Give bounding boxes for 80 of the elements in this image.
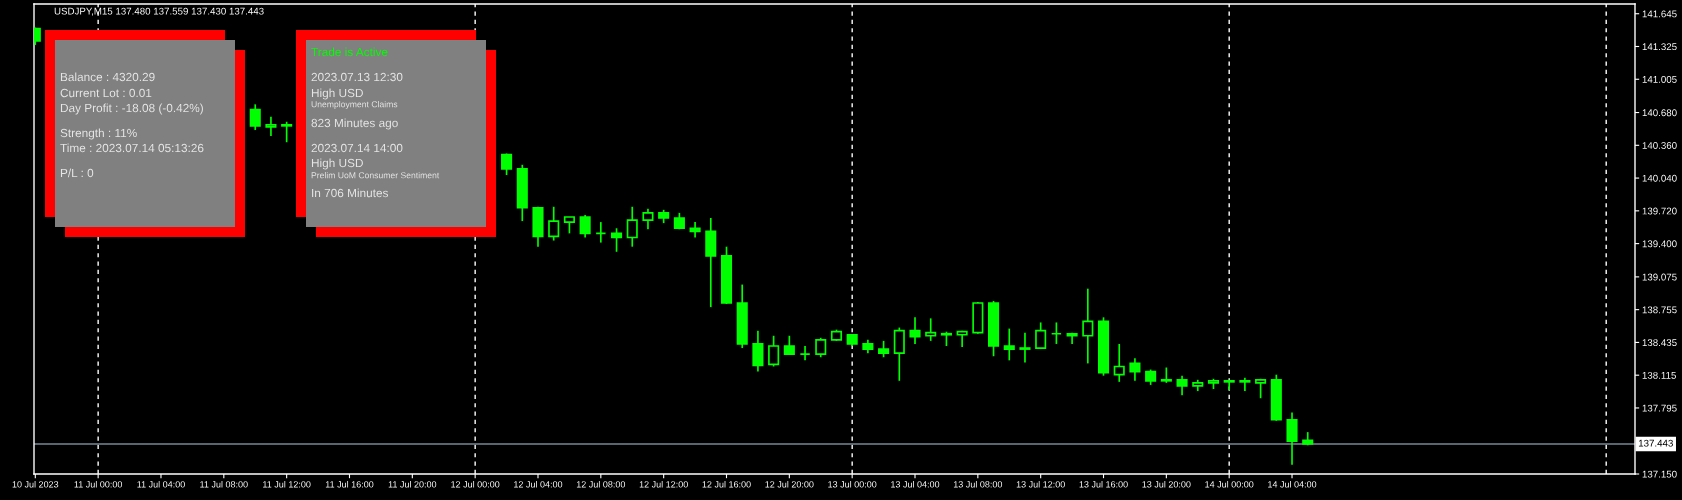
annotation: Day Profit : -18.08 (-0.42%) [60,103,203,115]
y-tick-label: 141.325 [1642,43,1677,51]
y-tick-label: 137.150 [1642,470,1677,478]
candlestick [1113,343,1125,383]
y-tick-label: 137.795 [1642,404,1677,412]
candlestick [249,103,261,131]
candlestick [783,334,795,356]
candlestick [799,345,811,362]
y-tick-label: 140.680 [1642,109,1677,117]
x-tick-label: 13 Jul 04:00 [891,480,940,488]
x-tick-label: 11 Jul 20:00 [388,480,437,488]
candlestick [752,329,764,373]
candlestick [265,115,277,137]
candlestick [1082,287,1094,365]
annotation: Trade is Active [311,47,388,57]
candlestick [548,205,560,242]
annotation: High USD [311,88,363,100]
x-tick-label: 11 Jul 00:00 [74,480,123,488]
y-tick-label: 139.075 [1642,273,1677,281]
x-tick-label: 13 Jul 12:00 [1016,480,1065,488]
x-tick-label: 11 Jul 12:00 [263,480,311,488]
candlestick [501,152,513,176]
x-tick-label: 12 Jul 08:00 [576,480,626,488]
annotation: 2023.07.14 14:00 [311,143,403,153]
x-tick-label: 11 Jul 16:00 [325,480,374,488]
candlestick [1003,327,1015,362]
annotation: High USD [311,158,363,170]
y-tick-label: 140.360 [1642,142,1677,149]
x-tick-label: 13 Jul 16:00 [1079,480,1128,488]
y-tick-label: 139.720 [1642,207,1677,215]
annotation: Prelim UoM Consumer Sentiment [311,171,440,179]
x-tick-label: 13 Jul 00:00 [828,480,877,488]
annotation: Balance : 4320.29 [60,72,155,82]
x-tick-label: 12 Jul 20:00 [765,480,814,488]
x-tick-label: 12 Jul 16:00 [702,480,751,488]
candlestick [768,334,780,368]
annotation: Strength : 11% [60,128,137,140]
x-tick-label: 11 Jul 04:00 [137,480,185,488]
candlestick [595,221,607,244]
y-tick-label: 138.115 [1642,371,1676,379]
candlestick [642,207,654,231]
candlestick [925,317,937,342]
candlestick [1019,331,1031,364]
y-tick-label: 141.645 [1642,10,1677,18]
candlestick [579,214,591,239]
x-tick-label: 13 Jul 20:00 [1142,480,1191,488]
y-tick-label: 138.755 [1642,306,1677,314]
annotation: Unemployment Claims [311,100,398,110]
x-tick-label: 14 Jul 00:00 [1205,480,1254,488]
x-tick-label: 10 Jul 2023 [12,480,59,488]
annotation: Current Lot : 0.01 [60,88,152,98]
candlestick [626,205,638,248]
candlestick [1050,321,1062,345]
candlestick [1129,357,1141,382]
y-tick-label: 139.400 [1642,240,1677,248]
candlestick [909,316,921,345]
x-tick-label: 11 Jul 08:00 [200,480,248,488]
chart-title: USDJPY,M15 137.480 137.559 137.430 137.443 [54,7,264,16]
x-tick-label: 12 Jul 12:00 [639,480,688,488]
y-tick-label: 140.040 [1642,174,1677,182]
candlestick [1286,411,1298,466]
x-tick-label: 12 Jul 04:00 [514,480,563,488]
candlestick [815,336,827,359]
candlestick [1176,374,1188,396]
x-tick-label: 14 Jul 04:00 [1268,480,1317,488]
y-tick-label: 141.005 [1642,76,1677,83]
candlestick [1239,376,1251,392]
candlestick [610,227,623,253]
annotation: 2023.07.13 12:30 [311,72,403,82]
candlestick [893,326,905,382]
x-tick-label: 13 Jul 08:00 [953,480,1003,488]
annotation: In 706 Minutes [312,188,389,198]
annotation: P/L : 0 [60,168,94,178]
annotation: 823 Minutes ago [311,118,398,130]
x-tick-label: 12 Jul 00:00 [451,480,500,488]
candlestick [1035,321,1047,350]
ref-line-label: 137.443 [1638,439,1673,447]
annotation: Time : 2023.07.14 05:13:26 [60,143,204,153]
y-tick-label: 138.435 [1642,339,1677,347]
candlestick [281,120,293,144]
